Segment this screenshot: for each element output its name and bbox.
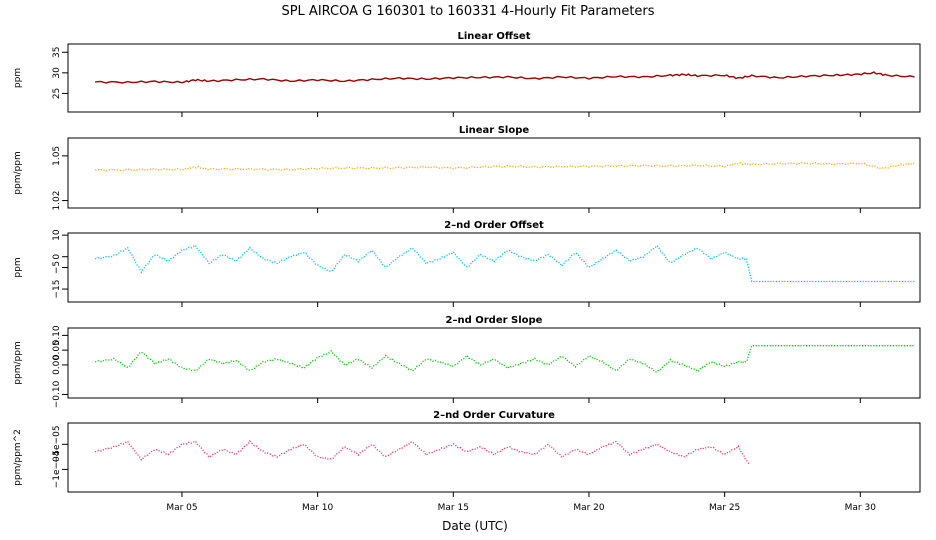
- x-axis: Mar 05 Mar 10 Mar 15 Mar 20 Mar 25 Mar 30: [166, 503, 876, 513]
- panel-3: 2–nd Order Offset ppm −15 −50 10: [13, 220, 921, 307]
- panel-3-y-label: ppm: [13, 257, 23, 277]
- panel-2-title: Linear Slope: [459, 125, 530, 136]
- panel-2-series-line: [95, 161, 915, 172]
- panel-2-y-tick-label: 1.05: [52, 146, 62, 166]
- panel-5-frame: [67, 422, 921, 493]
- panel-1-y-tick-label: 25: [52, 88, 62, 99]
- panel-5-y-tick-label: −1e−04: [52, 450, 62, 488]
- panel-4-y-label: ppm/ppm: [13, 341, 23, 384]
- panel-3-y-tick-label: −15: [52, 280, 62, 299]
- panel-4-y-tick-label: 0.10: [52, 325, 62, 345]
- panel-1-title: Linear Offset: [458, 31, 531, 42]
- panel-4-y-tick-label: 0.00: [52, 355, 62, 375]
- panel-2-y-tick-label: 1.02: [52, 191, 62, 211]
- panel-5-y-tick-label: −5e−05: [52, 425, 62, 463]
- x-tick-label: Mar 30: [845, 503, 877, 513]
- panel-4-y-tick-label: 0.05: [52, 340, 62, 360]
- panel-4-frame: [67, 327, 921, 399]
- chart-title: SPL AIRCOA G 160301 to 160331 4-Hourly F…: [281, 4, 654, 19]
- panel-5-title: 2–nd Order Curvature: [433, 410, 555, 421]
- panel-1: Linear Offset ppm 25 30 35: [13, 31, 921, 117]
- x-tick-label: Mar 10: [302, 503, 334, 513]
- x-tick-label: Mar 20: [573, 503, 605, 513]
- panels: Linear Offset ppm 25 30 35 Linear Slope ppm/pp…: [13, 31, 921, 497]
- panel-2: Linear Slope ppm/ppm 1.02 1.05: [13, 125, 921, 213]
- panel-2-frame: [67, 137, 921, 209]
- panel-1-y-tick-label: 30: [52, 67, 62, 79]
- panel-1-series-line: [95, 71, 915, 84]
- panel-4: 2–nd Order Slope ppm/ppm −0.10 0.000.050.10: [13, 315, 921, 408]
- panel-3-title: 2–nd Order Offset: [444, 220, 544, 231]
- panel-3-y-tick-label: 0: [52, 254, 62, 260]
- panel-5: 2–nd Order Curvature ppm/ppm^2 −1e−04−5e−0…: [13, 410, 921, 497]
- panel-4-series-line: [94, 345, 915, 373]
- panel-1-y-label: ppm: [13, 68, 23, 88]
- panel-3-frame: [67, 232, 921, 303]
- panel-4-y-tick-label: −0.10: [52, 380, 62, 408]
- panel-3-y-tick-label: 10: [52, 229, 62, 241]
- x-tick-label: Mar 25: [709, 503, 740, 513]
- panel-5-series-line: [94, 440, 750, 465]
- panel-4-title: 2–nd Order Slope: [446, 315, 543, 326]
- panel-1-frame: [67, 43, 921, 113]
- x-tick-label: Mar 15: [438, 503, 469, 513]
- panel-1-y-tick-label: 35: [52, 47, 62, 58]
- panel-2-y-label: ppm/ppm: [13, 151, 23, 194]
- x-tick-label: Mar 05: [166, 503, 197, 513]
- panel-3-y-tick-label: −5: [52, 261, 62, 274]
- x-axis-label: Date (UTC): [442, 519, 508, 533]
- panel-5-y-label: ppm/ppm^2: [13, 429, 23, 486]
- panel-3-series-line: [94, 244, 915, 283]
